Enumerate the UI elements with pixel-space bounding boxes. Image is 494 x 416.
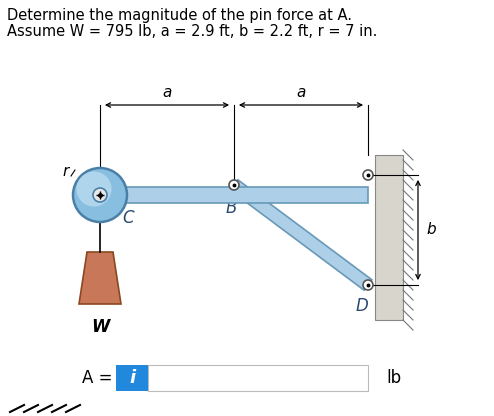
Bar xyxy=(100,187,368,203)
Text: Determine the magnitude of the pin force at A.: Determine the magnitude of the pin force… xyxy=(7,8,352,23)
Bar xyxy=(148,365,368,391)
Text: b: b xyxy=(426,223,436,238)
Text: A =: A = xyxy=(82,369,112,387)
Circle shape xyxy=(363,170,373,180)
Text: lb: lb xyxy=(386,369,401,387)
Circle shape xyxy=(77,171,112,207)
Circle shape xyxy=(363,280,373,290)
Polygon shape xyxy=(79,252,121,304)
Circle shape xyxy=(93,188,107,202)
Text: W: W xyxy=(91,318,109,336)
Text: B: B xyxy=(226,199,238,217)
Circle shape xyxy=(229,180,239,190)
Text: a: a xyxy=(296,85,306,100)
Bar xyxy=(116,365,148,391)
Circle shape xyxy=(73,168,127,222)
Text: a: a xyxy=(163,85,172,100)
Text: i: i xyxy=(129,369,135,387)
Text: D: D xyxy=(356,297,369,315)
Bar xyxy=(375,155,403,320)
Text: r: r xyxy=(63,164,69,179)
Text: C: C xyxy=(122,209,133,227)
Text: Assume W = 795 lb, a = 2.9 ft, b = 2.2 ft, r = 7 in.: Assume W = 795 lb, a = 2.9 ft, b = 2.2 f… xyxy=(7,24,377,39)
Text: A: A xyxy=(346,189,357,207)
Polygon shape xyxy=(230,180,372,290)
